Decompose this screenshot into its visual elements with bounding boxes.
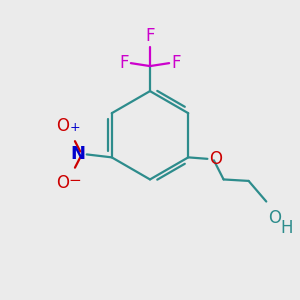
Text: F: F <box>172 54 181 72</box>
Text: F: F <box>145 27 155 45</box>
Text: O: O <box>56 174 69 192</box>
Text: O: O <box>56 117 69 135</box>
Text: F: F <box>119 54 128 72</box>
Text: O: O <box>268 209 281 227</box>
Text: +: + <box>70 122 80 134</box>
Text: N: N <box>70 146 85 164</box>
Text: −: − <box>69 173 81 188</box>
Text: H: H <box>280 219 293 237</box>
Text: O: O <box>209 150 222 168</box>
